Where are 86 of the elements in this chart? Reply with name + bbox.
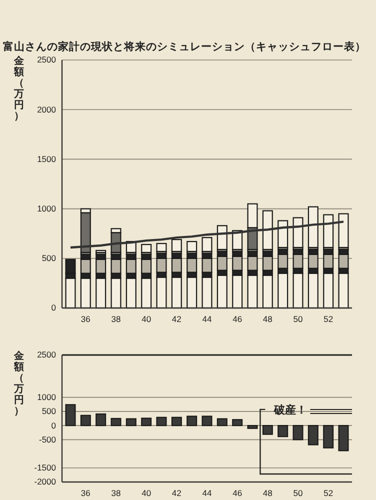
bar [323,214,334,248]
bar [156,276,167,309]
y-axis-title: 金額（万円） [13,55,25,122]
bar [216,418,228,426]
bar [126,278,136,309]
bar [110,278,122,309]
bar [186,276,198,309]
x-tick-label: 52 [324,488,334,498]
bar [186,240,198,252]
y-tick-label: -2000 [34,476,56,487]
bar [171,239,182,252]
bar [156,242,167,252]
bar [278,272,288,309]
y-tick-label: -500 [38,434,56,444]
bar [202,276,212,309]
y-tick-label: 2500 [37,54,56,65]
y-tick-label: 2500 [37,350,56,360]
x-tick-label: 38 [111,488,121,498]
y-axis-title: 金額（万円） [13,350,25,417]
bar [247,274,258,309]
x-tick-label: 42 [172,488,182,498]
x-tick-label: 40 [142,314,152,324]
bar [156,416,167,426]
bar [232,274,243,309]
bar [141,244,152,253]
bar [278,425,288,438]
x-tick-label: 46 [232,488,242,498]
bar [216,274,228,309]
x-tick-label: 36 [80,488,91,498]
x-tick-label: 38 [111,314,121,324]
y-tick-label: 0 [51,302,56,313]
x-tick-label: 46 [232,314,242,324]
bar [338,213,349,248]
bar [323,272,334,309]
x-tick-label: 44 [202,314,212,324]
bar [110,418,122,426]
x-tick-label: 50 [293,314,303,324]
bar [202,237,212,252]
annotation: 破産！ [273,403,308,416]
bar [308,206,318,248]
y-tick-label: 1000 [37,392,56,402]
bar [141,278,152,309]
bar [247,425,258,429]
bar [171,416,182,426]
bar [126,418,136,426]
bar [292,425,304,440]
bar [262,274,273,309]
bar [202,416,212,426]
bar [323,425,334,448]
bar [80,212,91,253]
bar [262,425,273,435]
bar [278,220,288,248]
y-tick-label: 1000 [37,204,56,214]
line-series [69,220,345,249]
bar [292,217,304,248]
y-tick-label: -1500 [34,462,56,473]
y-tick-label: 2000 [37,104,56,114]
bar [65,278,76,309]
bar [96,278,106,309]
x-tick-label: 48 [262,314,273,324]
bar [186,416,198,426]
bar [171,276,182,309]
x-tick-label: 42 [172,314,182,324]
x-tick-label: 44 [202,488,212,498]
chart-title: 富山さんの家計の現状と将来のシミュレーション（キャッシュフロー表） [3,40,366,53]
bar [80,414,91,426]
bar [232,419,243,426]
x-tick-label: 52 [324,314,334,324]
bar [96,413,106,426]
y-tick-label: 500 [42,406,56,416]
bar [308,425,318,446]
bar [338,272,349,309]
x-tick-label: 36 [80,314,91,324]
bar [292,272,304,309]
bar [308,272,318,309]
bar [141,418,152,426]
x-tick-label: 48 [262,488,273,498]
x-tick-label: 50 [293,488,303,498]
y-tick-label: 500 [42,253,56,264]
bar [262,210,273,250]
bar [338,425,349,452]
x-tick-label: 40 [142,488,152,498]
bar [65,404,76,426]
bar [80,278,91,309]
y-tick-label: 1500 [37,154,56,164]
y-tick-label: 0 [51,420,56,430]
